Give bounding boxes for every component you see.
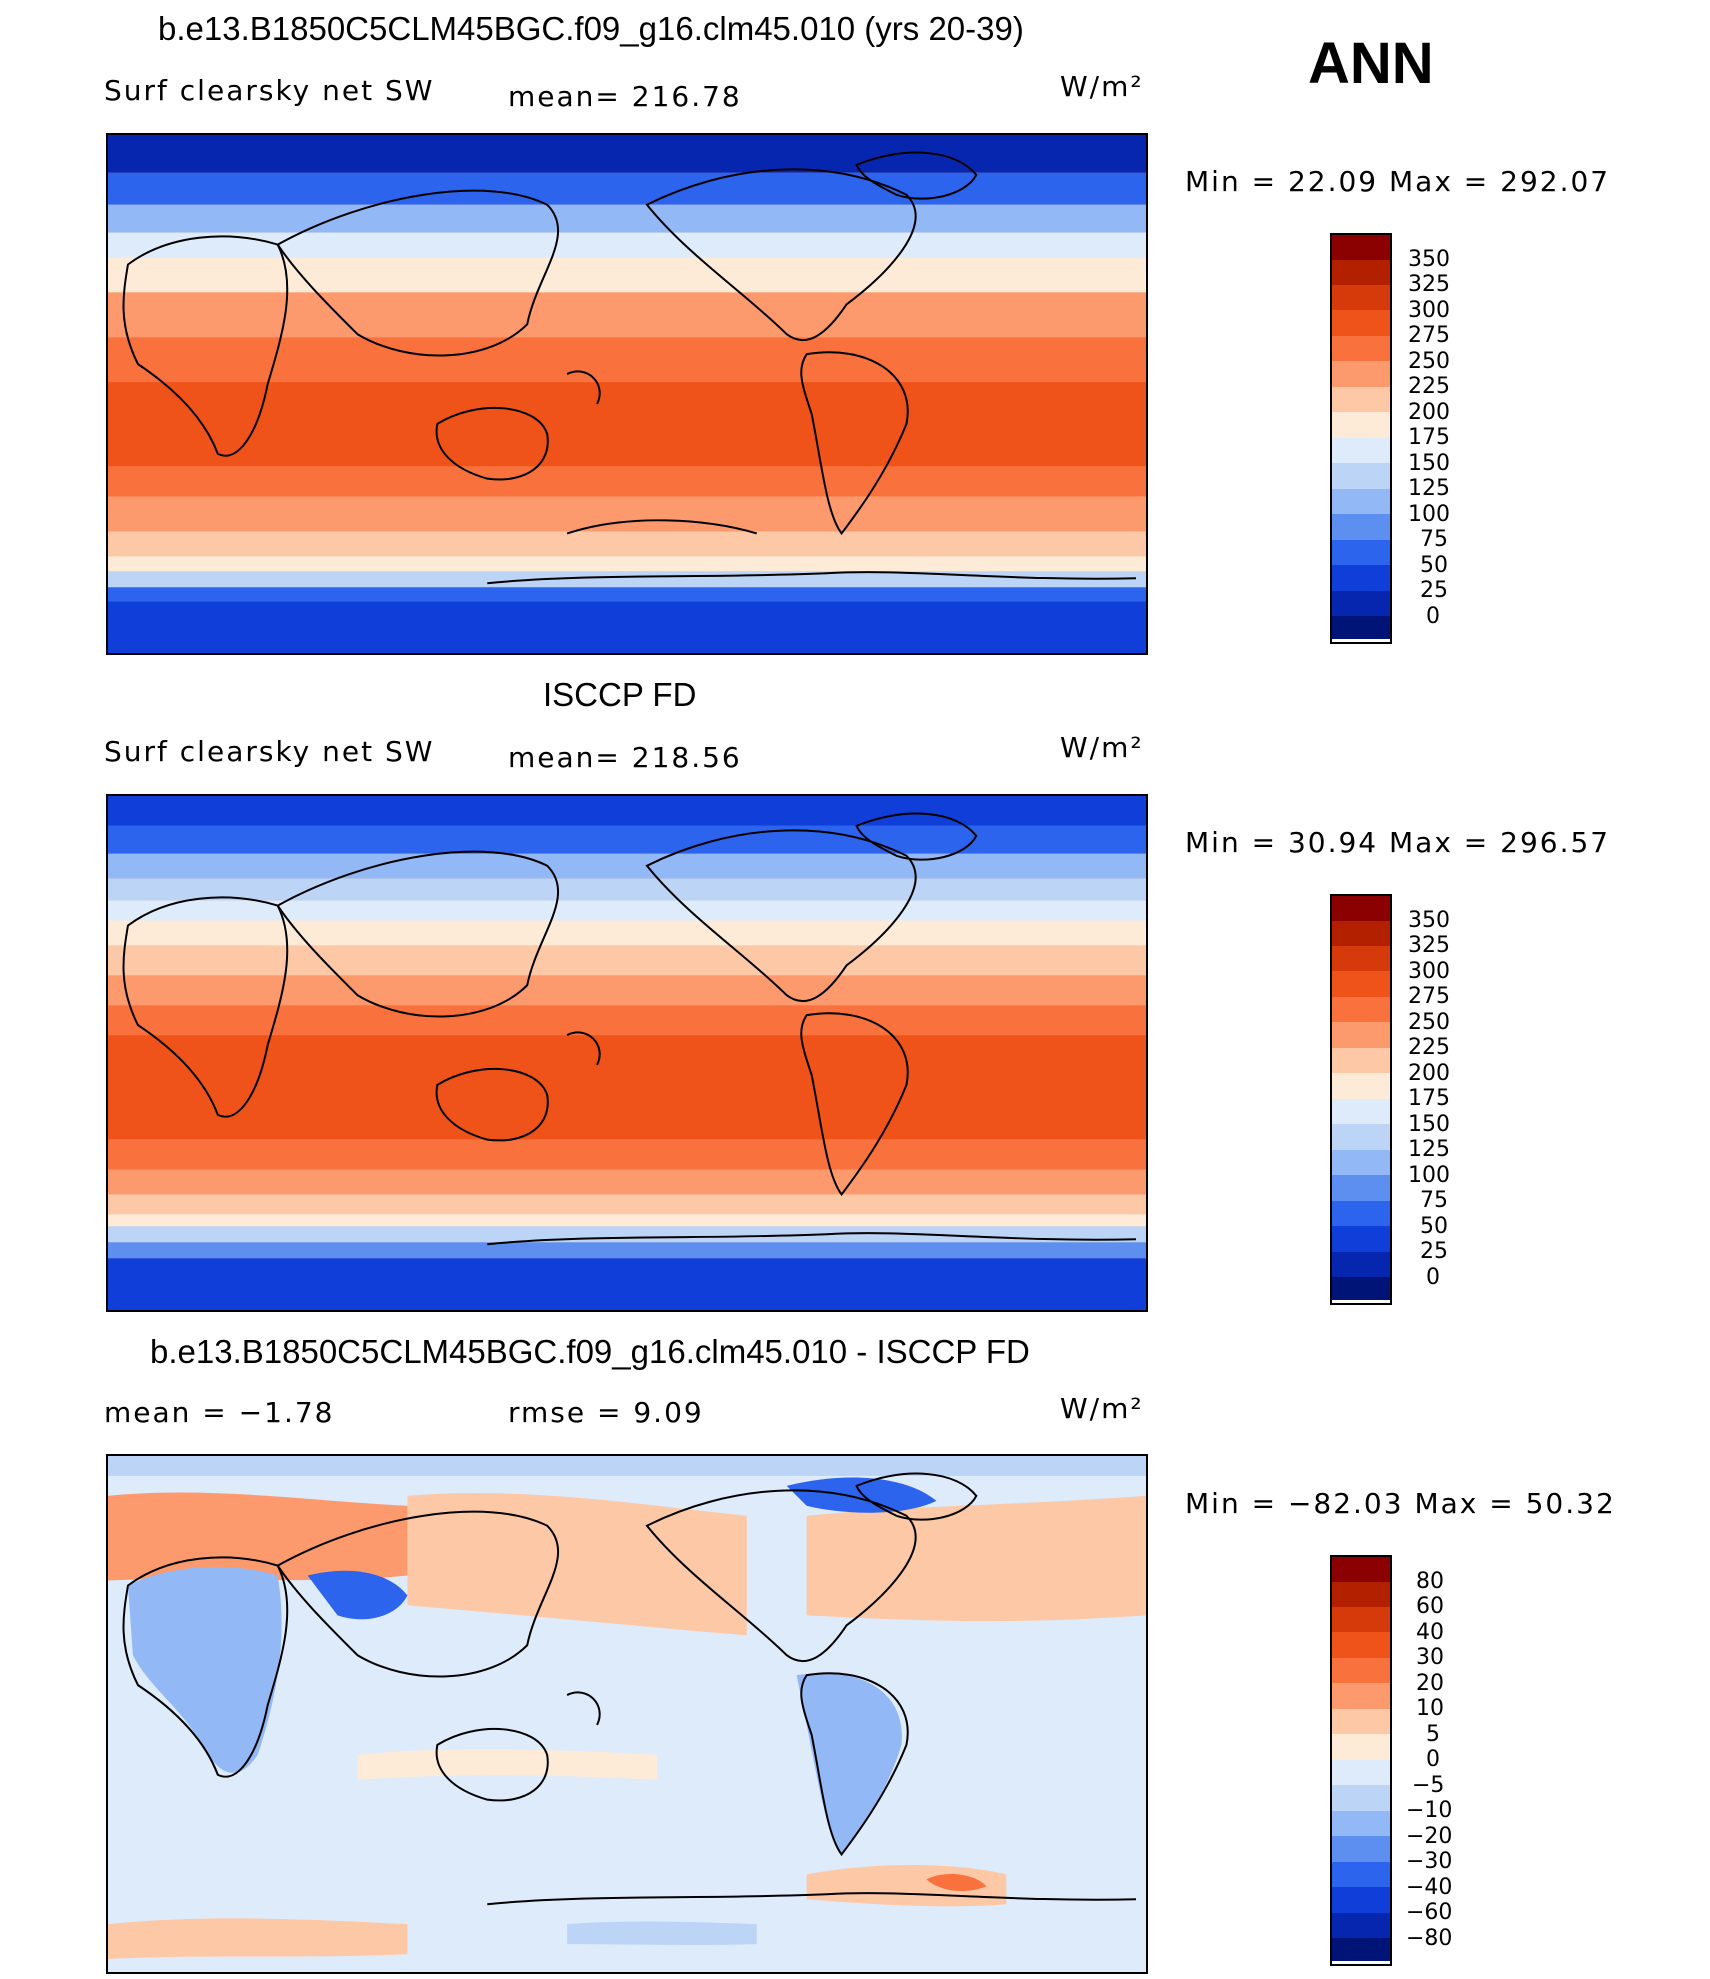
cbar3-tick: 10: [1416, 1696, 1444, 1721]
panel-3-title: b.e13.B1850C5CLM45BGC.f09_g16.clm45.010 …: [150, 1333, 1030, 1370]
panel-1-mean-label: mean= 216.78: [508, 80, 742, 113]
panel-2-variable-label: Surf clearsky net SW: [104, 735, 435, 768]
cbar1-tick: 250: [1408, 349, 1450, 374]
panel-3-units: W/m²: [1060, 1392, 1144, 1425]
cbar2-tick: 175: [1408, 1086, 1450, 1111]
cbar1-tick: 225: [1408, 374, 1450, 399]
cbar2-tick: 100: [1408, 1163, 1450, 1188]
cbar3-tick: −10: [1406, 1798, 1453, 1823]
cbar2-tick: 150: [1408, 1112, 1450, 1137]
panel-1-colorbar: [1330, 233, 1392, 644]
cbar1-tick: 75: [1420, 527, 1448, 552]
cbar2-tick: 325: [1408, 933, 1450, 958]
panel-1-variable-label: Surf clearsky net SW: [104, 74, 435, 107]
cbar3-tick: 20: [1416, 1671, 1444, 1696]
panel-1-map: [106, 133, 1148, 655]
cbar1-tick: 125: [1408, 476, 1450, 501]
cbar3-tick: 0: [1426, 1747, 1440, 1772]
cbar3-tick: 5: [1426, 1722, 1440, 1747]
cbar1-tick: 50: [1420, 553, 1448, 578]
cbar2-tick: 50: [1420, 1214, 1448, 1239]
panel-2-map: [106, 794, 1148, 1312]
cbar1-tick: 325: [1408, 272, 1450, 297]
cbar2-tick: 125: [1408, 1137, 1450, 1162]
cbar1-tick: 275: [1408, 323, 1450, 348]
cbar2-tick: 250: [1408, 1010, 1450, 1035]
cbar3-tick: −30: [1406, 1849, 1453, 1874]
panel-2-minmax: Min = 30.94 Max = 296.57: [1185, 826, 1611, 859]
cbar3-tick: 40: [1416, 1620, 1444, 1645]
cbar1-tick: 0: [1426, 604, 1440, 629]
cbar1-tick: 175: [1408, 425, 1450, 450]
cbar3-tick: 30: [1416, 1645, 1444, 1670]
cbar3-tick: 80: [1416, 1569, 1444, 1594]
cbar2-tick: 350: [1408, 908, 1450, 933]
season-label: ANN: [1308, 31, 1434, 96]
cbar2-tick: 200: [1408, 1061, 1450, 1086]
cbar2-tick: 225: [1408, 1035, 1450, 1060]
cbar1-tick: 350: [1408, 247, 1450, 272]
panel-2-mean-label: mean= 218.56: [508, 741, 742, 774]
panel-2-title: ISCCP FD: [543, 676, 697, 713]
panel-3-minmax: Min = −82.03 Max = 50.32: [1185, 1487, 1616, 1520]
cbar3-tick: −80: [1406, 1926, 1453, 1951]
cbar1-tick: 300: [1408, 298, 1450, 323]
cbar2-tick: 75: [1420, 1188, 1448, 1213]
cbar3-tick: −5: [1412, 1773, 1445, 1798]
panel-2-colorbar: [1330, 894, 1392, 1305]
panel-3-rmse-label: rmse = 9.09: [508, 1396, 704, 1429]
cbar1-tick: 150: [1408, 451, 1450, 476]
cbar3-tick: −60: [1406, 1900, 1453, 1925]
cbar3-tick: 60: [1416, 1594, 1444, 1619]
panel-3-colorbar: [1330, 1555, 1392, 1966]
panel-1-title: b.e13.B1850C5CLM45BGC.f09_g16.clm45.010 …: [158, 10, 1024, 47]
cbar3-tick: −20: [1406, 1824, 1453, 1849]
panel-3-mean-label: mean = −1.78: [104, 1396, 335, 1429]
cbar2-tick: 300: [1408, 959, 1450, 984]
cbar2-tick: 25: [1420, 1239, 1448, 1264]
cbar2-tick: 275: [1408, 984, 1450, 1009]
cbar1-tick: 25: [1420, 578, 1448, 603]
panel-1-units: W/m²: [1060, 70, 1144, 103]
panel-3-map: [106, 1454, 1148, 1974]
cbar1-tick: 100: [1408, 502, 1450, 527]
panel-1-minmax: Min = 22.09 Max = 292.07: [1185, 165, 1611, 198]
cbar2-tick: 0: [1426, 1265, 1440, 1290]
cbar3-tick: −40: [1406, 1875, 1453, 1900]
panel-2-units: W/m²: [1060, 731, 1144, 764]
cbar1-tick: 200: [1408, 400, 1450, 425]
